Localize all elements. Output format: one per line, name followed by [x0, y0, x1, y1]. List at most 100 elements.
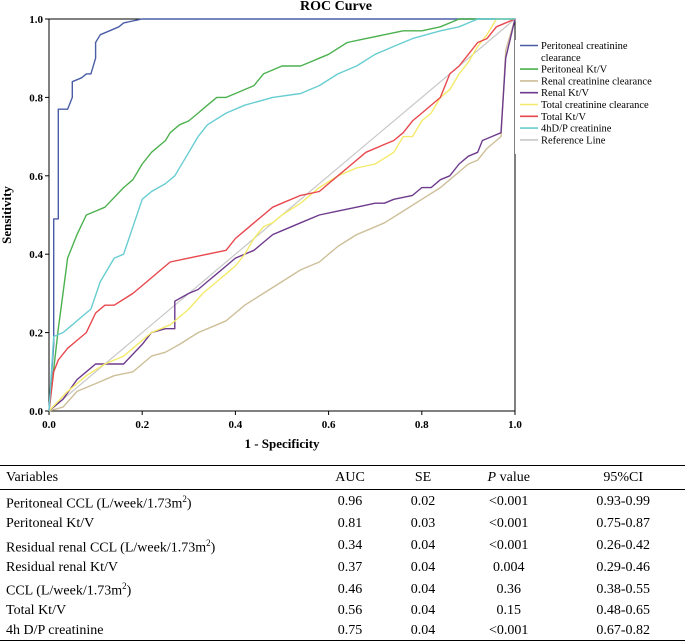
table-row: Residual renal Kt/V 0.37 0.04 0.004 0.29-0.4… — [0, 558, 685, 578]
series-line-total-creatinine-clearance — [48, 18, 515, 412]
cell-ci: 0.26-0.42 — [596, 537, 651, 553]
header-ci: 95%CI — [559, 465, 685, 490]
y-tick-label: 1.0 — [29, 14, 43, 26]
variable-superscript: 2 — [122, 581, 127, 592]
cell-auc: 0.75 — [310, 620, 389, 641]
cell-p-value: 0.004 — [492, 559, 525, 575]
header-se: SE — [388, 465, 457, 490]
y-tick-label: 0.0 — [29, 406, 43, 418]
cell-se: 0.04 — [410, 603, 436, 619]
series-line-peritoneal-kt-v — [48, 18, 515, 412]
x-tick-label: 0.4 — [229, 419, 243, 431]
cell-p-value: <0.001 — [489, 516, 529, 532]
roc-chart: ROC Curve 0.0 0.2 0.4 0.6 0.8 1.0 0.0 0.2 0.4 0.6… — [0, 0, 685, 451]
cell-se: 0.02 — [410, 494, 436, 510]
cell-p-value: 0.36 — [496, 581, 521, 597]
legend-label: Peritoneal creatinine — [541, 41, 628, 52]
cell-variable: Residual renal Kt/V — [0, 558, 310, 578]
variable-name: Residual renal Kt/V — [6, 559, 118, 575]
cell-variable: Total Kt/V — [0, 601, 310, 621]
variable-name: Total Kt/V — [6, 603, 67, 619]
legend-box — [515, 40, 685, 154]
cell-se: 0.04 — [410, 559, 436, 575]
cell-ci: 0.29-0.46 — [596, 559, 651, 575]
cell-ci: 0.93-0.99 — [596, 494, 651, 510]
series-line-renal-creatinine-clearance — [48, 18, 516, 412]
header-p-rest: value — [496, 469, 530, 485]
legend-label: clearance — [541, 53, 581, 64]
cell-auc: 0.96 — [337, 494, 363, 510]
variable-name: CCL (L/week/1.73m — [6, 583, 123, 599]
auc-table: Variables AUC SE P value 95%CI Peritonea… — [0, 465, 685, 641]
cell-ci: 0.38-0.55 — [596, 581, 651, 597]
y-tick-label: 0.8 — [29, 92, 43, 104]
cell-se: 0.04 — [410, 581, 436, 597]
cell-p-value: <0.001 — [456, 620, 560, 641]
variable-name: Peritoneal Kt/V — [6, 516, 95, 532]
cell-variable: 4h D/P creatinine — [0, 620, 310, 641]
cell-auc: 0.37 — [337, 559, 363, 575]
series-line-peritoneal-creatinine-clearance — [48, 18, 515, 412]
series-line-4hd-p-creatinine — [48, 18, 515, 412]
legend-label: Renal Kt/V — [541, 88, 590, 99]
cell-se: 0.04 — [410, 537, 436, 553]
variable-name: Peritoneal CCL (L/week/1.73m — [6, 496, 183, 512]
cell-auc: 0.81 — [337, 516, 363, 532]
variable-name: Residual renal CCL (L/week/1.73m — [6, 540, 207, 556]
cell-variable: Residual renal CCL (L/week/1.73m2) — [0, 534, 310, 558]
x-tick-label: 0.0 — [42, 419, 56, 431]
cell-p-value: <0.001 — [489, 537, 529, 553]
table-row: Peritoneal Kt/V 0.81 0.03 <0.001 0.75-0.87 — [0, 514, 685, 534]
table-body: Peritoneal CCL (L/week/1.73m2) 0.96 0.02 <0… — [0, 490, 685, 641]
table-row: CCL (L/week/1.73m2) 0.46 0.04 0.36 0.38-0.55 — [0, 577, 685, 601]
table-header-row: Variables AUC SE P value 95%CI — [0, 465, 685, 490]
y-tick-label: 0.2 — [29, 328, 43, 340]
legend-label: Total creatinine clearance — [541, 100, 649, 111]
legend: Peritoneal creatinineclearancePeritoneal… — [520, 41, 652, 146]
cell-auc: 0.34 — [337, 537, 363, 553]
variable-superscript: 2 — [182, 494, 187, 504]
cell-variable: Peritoneal CCL (L/week/1.73m2) — [0, 490, 310, 515]
x-axis-title: 1 - Specificity — [244, 436, 320, 451]
legend-label: Reference Line — [541, 135, 606, 146]
header-variables: Variables — [0, 465, 310, 490]
y-axis-title: Sensitivity — [0, 186, 14, 244]
legend-label: Total Kt/V — [541, 112, 586, 123]
variable-name: 4h D/P creatinine — [6, 622, 104, 638]
legend-label: Peritoneal Kt/V — [541, 65, 608, 76]
header-p-value: P value — [456, 465, 560, 490]
cell-ci: 0.75-0.87 — [596, 516, 651, 532]
table-row: Peritoneal CCL (L/week/1.73m2) 0.96 0.02 <0… — [0, 490, 685, 515]
legend-label: 4hD/P creatinine — [541, 124, 612, 135]
variable-close-paren: ) — [186, 496, 192, 512]
series-line-renal-kt-v — [48, 18, 516, 412]
cell-auc: 0.46 — [337, 581, 363, 597]
x-tick-label: 0.2 — [135, 419, 149, 431]
cell-ci: 0.48-0.65 — [596, 603, 651, 619]
x-tick-label: 1.0 — [508, 419, 522, 431]
cell-se: 0.04 — [388, 620, 457, 641]
cell-auc: 0.56 — [337, 603, 363, 619]
chart-title: ROC Curve — [300, 0, 372, 14]
variable-close-paren: ) — [126, 583, 132, 599]
table-row: 4h D/P creatinine 0.75 0.04 <0.001 0.67-0.82 — [0, 620, 685, 641]
series-lines — [48, 18, 516, 412]
cell-se: 0.03 — [410, 516, 436, 532]
axis-ticks: 0.0 0.2 0.4 0.6 0.8 1.0 0.0 0.2 0.4 0.6 0.8 1.0 — [29, 14, 522, 431]
x-tick-label: 0.8 — [415, 419, 429, 431]
cell-variable: CCL (L/week/1.73m2) — [0, 577, 310, 601]
variable-close-paren: ) — [210, 540, 216, 556]
series-line-total-kt-v — [48, 18, 516, 412]
x-tick-label: 0.6 — [322, 419, 336, 431]
header-p-italic: P — [487, 469, 497, 485]
cell-variable: Peritoneal Kt/V — [0, 514, 310, 534]
cell-p-value: 0.15 — [496, 603, 521, 619]
y-tick-label: 0.4 — [29, 249, 43, 261]
header-auc: AUC — [310, 465, 389, 490]
cell-p-value: <0.001 — [489, 494, 529, 510]
variable-superscript: 2 — [206, 537, 211, 548]
cell-ci: 0.67-0.82 — [559, 620, 685, 641]
table-row: Residual renal CCL (L/week/1.73m2) 0.34 0.… — [0, 534, 685, 558]
table-row: Total Kt/V 0.56 0.04 0.15 0.48-0.65 — [0, 601, 685, 621]
legend-label: Renal creatinine clearance — [541, 76, 652, 87]
